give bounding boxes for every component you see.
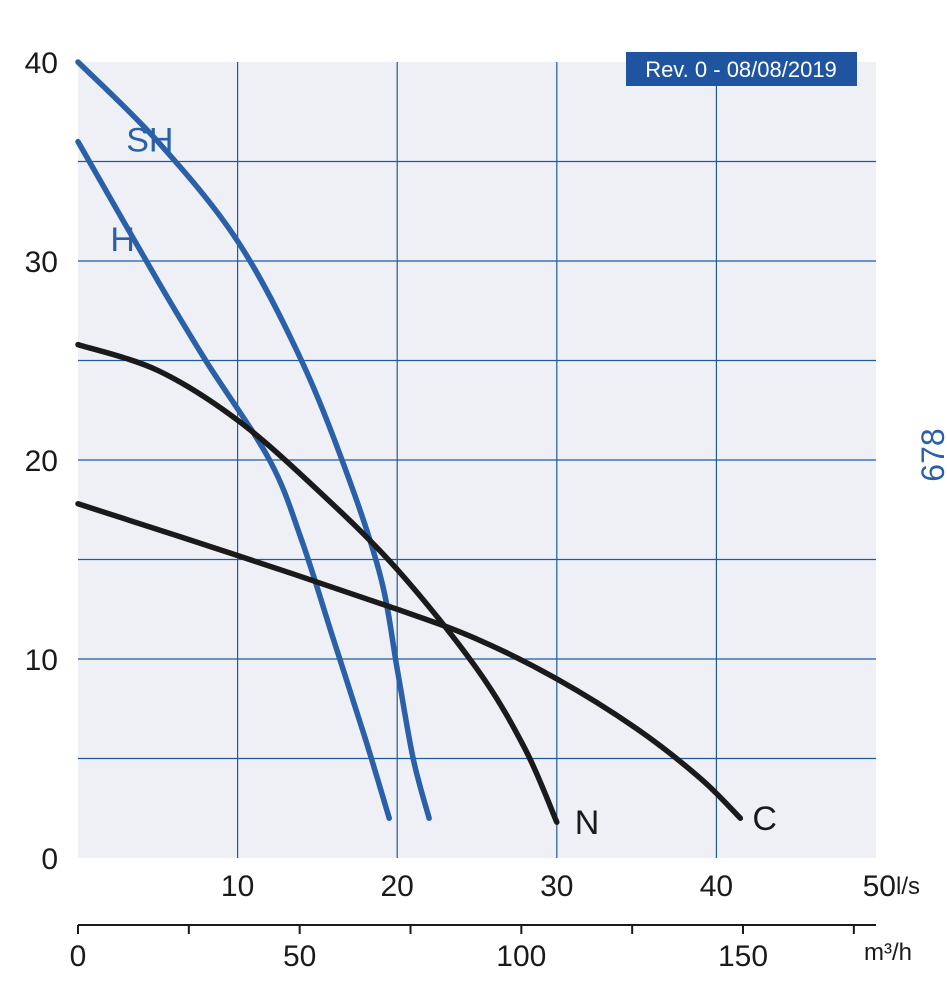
- x-axis-unit-label: l/s: [896, 873, 920, 900]
- curve-sh: [75, 59, 432, 821]
- secondary-x-tick-label: 0: [70, 940, 87, 973]
- curve-h: [75, 138, 392, 821]
- secondary-x-axis-unit-label: m³/h: [864, 939, 912, 966]
- y-tick-label: 10: [25, 644, 58, 677]
- curve-c: [75, 501, 744, 821]
- curve-labels: SH H N C: [110, 122, 776, 843]
- curve-label-n: N: [575, 804, 600, 842]
- x-tick-label: 40: [700, 870, 733, 903]
- x-axis-ticks: 10 20 30 40 50: [221, 870, 896, 903]
- secondary-x-axis: 0 50 100 150: [70, 924, 876, 973]
- x-tick-label: 50: [863, 870, 896, 903]
- y-tick-label: 30: [25, 246, 58, 279]
- secondary-x-tick-label: 150: [718, 940, 768, 973]
- curve-n: [75, 341, 560, 825]
- y-tick-label: 40: [25, 47, 58, 80]
- curve-label-h: H: [110, 221, 135, 259]
- x-tick-label: 10: [221, 870, 254, 903]
- model-code: 678: [915, 428, 947, 481]
- y-axis-ticks: 0 10 20 30 40: [25, 47, 58, 876]
- curves: [75, 59, 744, 825]
- x-tick-label: 30: [540, 870, 573, 903]
- secondary-x-tick-label: 100: [496, 940, 546, 973]
- curve-label-sh: SH: [126, 122, 173, 160]
- x-tick-label: 20: [381, 870, 414, 903]
- revision-text: Rev. 0 - 08/08/2019: [645, 57, 837, 82]
- y-tick-label: 20: [25, 445, 58, 478]
- curve-label-c: C: [752, 800, 777, 838]
- y-tick-label: 0: [41, 843, 58, 876]
- revision-badge: Rev. 0 - 08/08/2019: [626, 52, 857, 86]
- grid: [78, 62, 876, 858]
- secondary-x-tick-label: 50: [283, 940, 316, 973]
